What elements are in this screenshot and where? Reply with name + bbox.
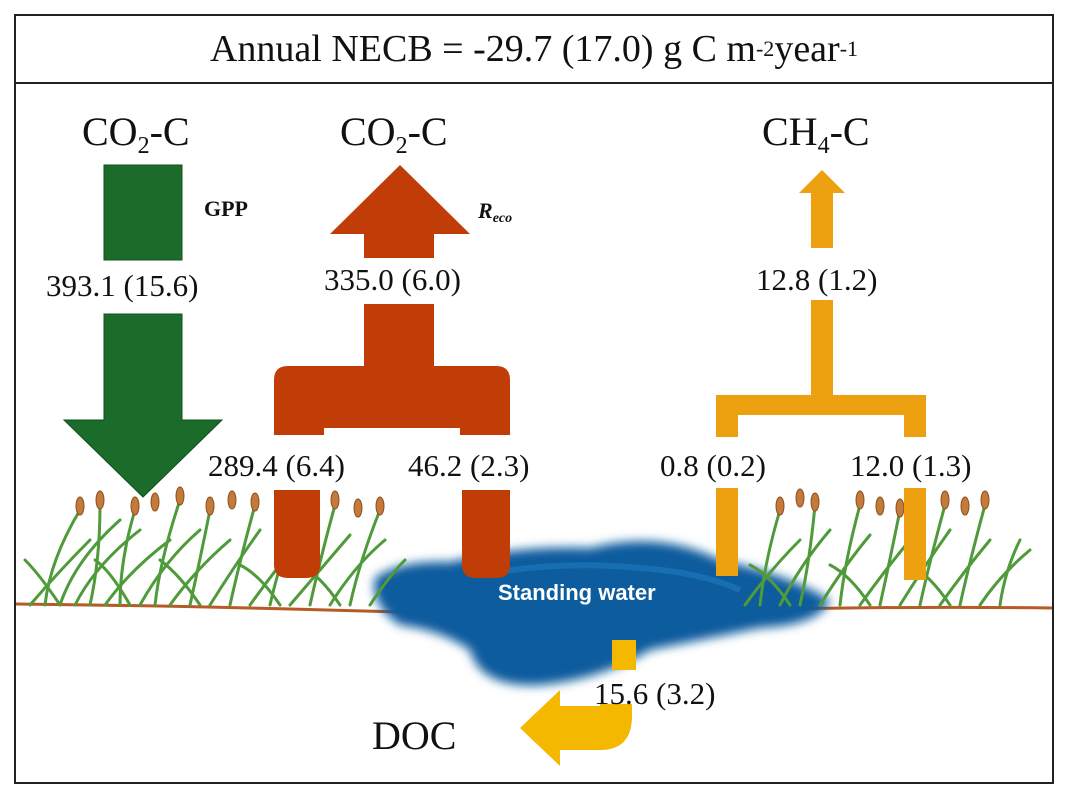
title-exponent-year: -1 (839, 36, 859, 61)
gas-base: CH (762, 109, 818, 154)
gas-subscript: 4 (817, 133, 830, 159)
reco-tag-main: R (478, 198, 493, 223)
flux-ch4-vegetation: 12.0 (1.3) (850, 448, 972, 483)
gpp-tag: GPP (204, 196, 248, 221)
doc-label: DOC (372, 713, 457, 758)
vegetation-right (743, 503, 1032, 607)
gpp-arrow (62, 164, 224, 498)
gas-base: CO (340, 109, 396, 154)
gas-suffix: -C (829, 109, 870, 154)
gas-base: CO (82, 109, 138, 154)
gas-label-ch4: CH4-C (762, 108, 870, 160)
title-year-text: year (774, 28, 840, 70)
flux-reco-vegetation: 289.4 (6.4) (208, 448, 345, 483)
flux-ch4-total: 12.8 (1.2) (756, 262, 878, 297)
gas-subscript: 2 (137, 133, 150, 159)
gas-suffix: -C (149, 109, 190, 154)
reco-arrow (274, 165, 510, 578)
gas-subscript: 2 (395, 133, 408, 159)
flux-reco-total: 335.0 (6.0) (324, 262, 461, 297)
flux-reco-water: 46.2 (2.3) (408, 448, 530, 483)
flux-ch4-water: 0.8 (0.2) (660, 448, 766, 483)
standing-water-label: Standing water (498, 580, 656, 605)
title-text: Annual NECB = -29.7 (17.0) g C m (209, 28, 756, 70)
title-exponent-area: -2 (755, 36, 775, 61)
ch4-arrow (716, 170, 926, 580)
vegetation-left (23, 498, 407, 607)
reco-tag-sub: eco (492, 211, 513, 226)
flux-gpp: 393.1 (15.6) (46, 268, 199, 303)
page-title: Annual NECB = -29.7 (17.0) g C m -2 year -… (16, 16, 1052, 84)
reco-tag: Reco (478, 198, 512, 227)
gas-label-co2-reco: CO2-C (340, 108, 448, 160)
gas-suffix: -C (407, 109, 448, 154)
flux-doc: 15.6 (3.2) (594, 676, 716, 711)
diagram-frame: Annual NECB = -29.7 (17.0) g C m -2 year -… (14, 14, 1054, 784)
gas-label-co2-gpp: CO2-C (82, 108, 190, 160)
cattails (75, 486, 990, 518)
doc-arrow (520, 640, 636, 766)
